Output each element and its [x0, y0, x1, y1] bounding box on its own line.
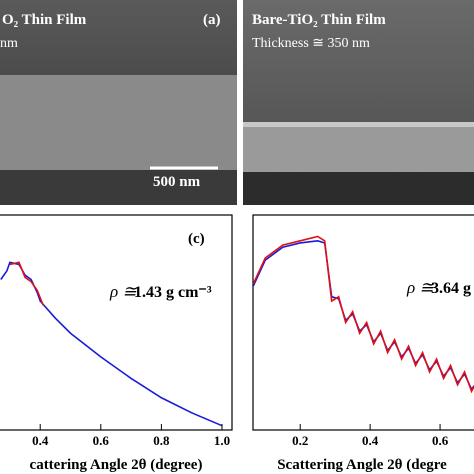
annotation-prefix: ρ ≅	[109, 282, 137, 301]
x-tick-label: 0.4	[362, 433, 379, 448]
image-title: O₂ Thin Film	[2, 12, 87, 28]
sem-image-right	[243, 0, 474, 205]
x-axis-label: cattering Angle 2θ (degree)	[30, 457, 203, 473]
image-subtitle: Thickness ≅ 350 nm	[252, 36, 370, 51]
annotation: 1.43 g cm⁻³	[134, 284, 212, 301]
x-tick-label: 0.4	[32, 433, 49, 448]
plot-area	[253, 235, 474, 394]
scale-bar-label: 500 nm	[153, 174, 201, 190]
x-tick-label: 0.8	[153, 433, 170, 448]
data-line	[253, 235, 474, 394]
x-tick-label: 0.6	[93, 433, 110, 448]
plot-area	[0, 261, 223, 427]
annotation: 3.64 g	[431, 280, 471, 297]
plot-frame	[252, 214, 474, 431]
image-subtitle: nm	[0, 36, 18, 51]
plot-frame	[0, 214, 233, 431]
image-title: Bare-TiO₂ Thin Film	[252, 12, 386, 28]
annotation-prefix: ρ ≅	[406, 278, 434, 297]
sem-image-left	[0, 0, 237, 205]
data-line	[9, 261, 44, 306]
x-axis-label: Scattering Angle 2θ (degre	[277, 457, 447, 473]
panel-label: (a)	[203, 12, 221, 28]
x-tick-label: 0.2	[292, 433, 308, 448]
panel-label: (c)	[188, 231, 205, 247]
x-tick-label: 0.6	[432, 433, 449, 448]
x-tick-label: 1.0	[214, 433, 230, 448]
